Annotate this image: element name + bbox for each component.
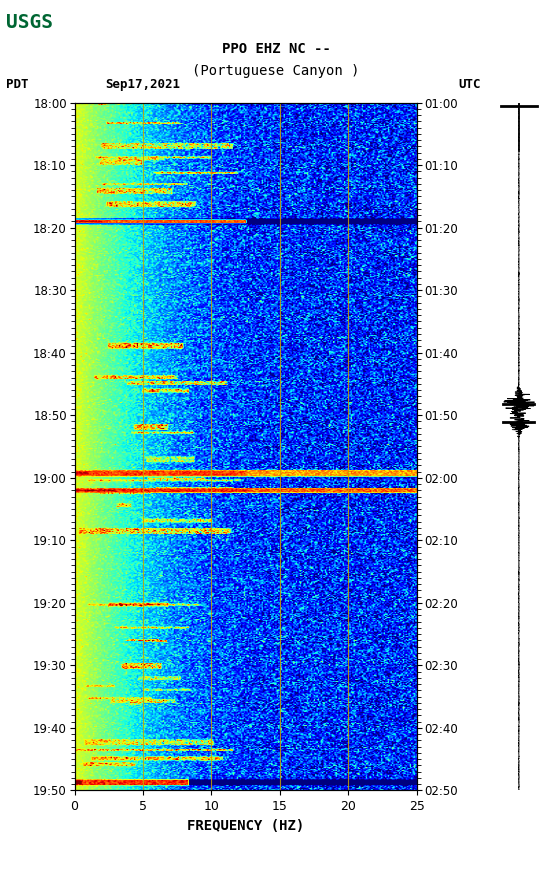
Text: Sep17,2021: Sep17,2021	[105, 79, 180, 91]
Text: PDT: PDT	[6, 79, 28, 91]
X-axis label: FREQUENCY (HZ): FREQUENCY (HZ)	[187, 819, 304, 832]
Text: USGS: USGS	[6, 13, 52, 32]
Text: UTC: UTC	[458, 79, 481, 91]
Text: (Portuguese Canyon ): (Portuguese Canyon )	[192, 64, 360, 79]
Text: PPO EHZ NC --: PPO EHZ NC --	[221, 42, 331, 56]
